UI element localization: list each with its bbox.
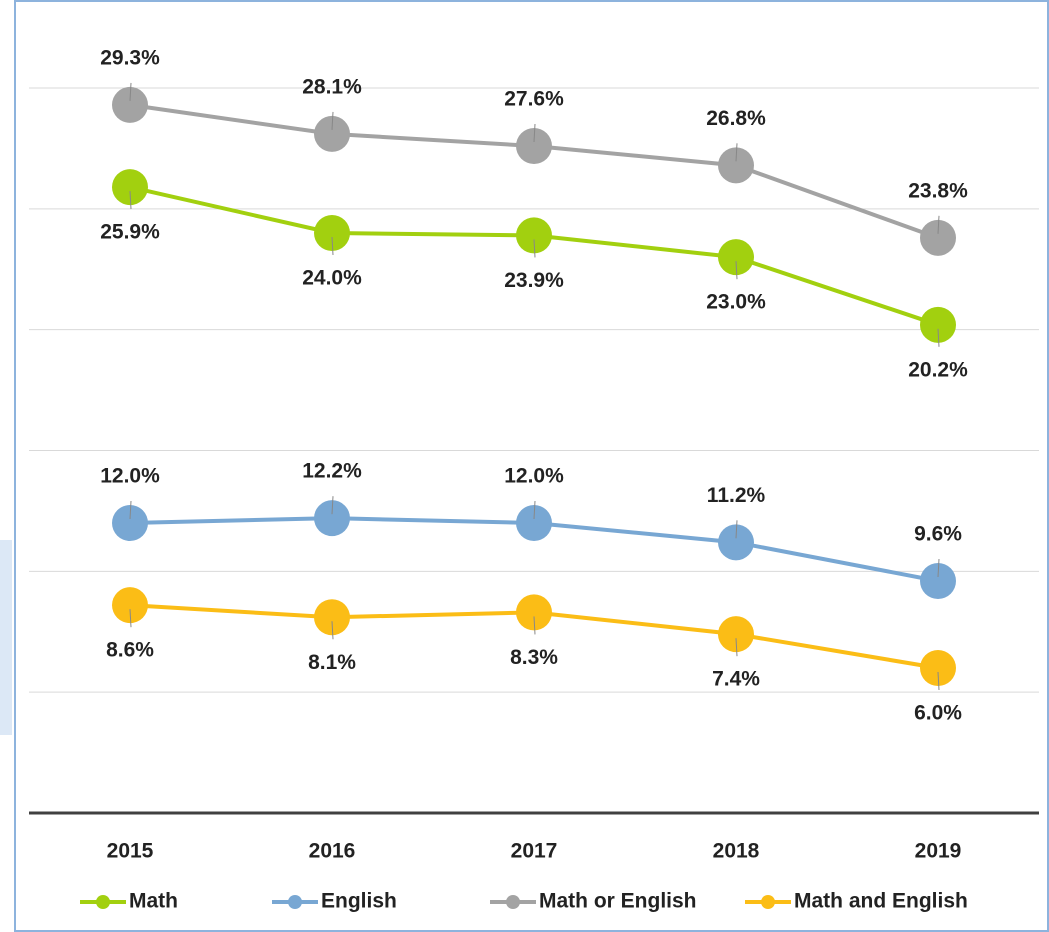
x-tick-label: 2016 — [309, 840, 356, 863]
legend-label: Math or English — [539, 890, 697, 913]
marker — [718, 147, 754, 184]
series-line — [129, 185, 939, 327]
x-tick-label: 2017 — [511, 840, 558, 863]
marker — [112, 505, 148, 541]
data-label: 25.9% — [100, 221, 160, 244]
data-label: 12.0% — [100, 465, 160, 488]
legend-marker — [96, 895, 110, 909]
leader-line — [331, 496, 334, 515]
data-label: 12.0% — [504, 465, 564, 488]
leader-line — [331, 111, 334, 130]
data-label: 20.2% — [908, 358, 968, 381]
data-label: 24.0% — [302, 267, 362, 290]
side-panel — [0, 540, 12, 735]
leader-line — [331, 621, 334, 640]
leader-line — [129, 500, 132, 520]
data-label: 8.1% — [308, 651, 356, 674]
data-label: 27.6% — [504, 88, 564, 111]
marker — [516, 128, 552, 164]
leader-line — [735, 143, 738, 162]
data-label: 29.3% — [100, 46, 160, 69]
leader-line — [937, 328, 940, 347]
marker — [516, 505, 552, 541]
marker — [718, 616, 754, 653]
x-tick-label: 2015 — [107, 840, 154, 863]
marker — [920, 650, 956, 686]
marker — [314, 599, 350, 636]
marker — [112, 86, 148, 123]
leader-line — [937, 558, 940, 578]
leader-line — [331, 236, 334, 256]
marker — [112, 169, 148, 206]
marker — [920, 219, 956, 256]
marker — [112, 587, 148, 624]
marker — [516, 594, 552, 631]
leader-line — [129, 191, 132, 210]
marker — [718, 239, 754, 276]
leader-line — [129, 82, 132, 101]
marker — [920, 563, 956, 599]
x-tick-label: 2019 — [915, 840, 962, 863]
data-label: 12.2% — [302, 460, 362, 483]
leader-line — [533, 239, 536, 258]
leader-line — [735, 520, 738, 539]
leader-line — [937, 215, 940, 234]
legend-marker — [288, 895, 302, 909]
leader-line — [735, 261, 738, 280]
legend-label: English — [321, 890, 397, 913]
leader-line — [533, 500, 536, 520]
legend-label: Math and English — [794, 890, 968, 913]
marker — [314, 500, 350, 537]
chart-frame — [14, 0, 1049, 932]
x-tick-label: 2018 — [713, 840, 760, 863]
marker — [314, 215, 350, 251]
leader-line — [129, 609, 132, 628]
leader-line — [533, 616, 536, 635]
data-label: 7.4% — [712, 668, 760, 691]
marker — [314, 115, 350, 152]
data-label: 11.2% — [707, 484, 766, 507]
legend-marker — [506, 895, 520, 909]
legend-label: Math — [129, 890, 178, 913]
data-label: 8.6% — [106, 639, 154, 662]
data-label: 23.9% — [504, 269, 564, 292]
data-label: 9.6% — [914, 523, 962, 546]
data-label: 6.0% — [914, 702, 962, 725]
leader-line — [735, 638, 738, 657]
leader-line — [533, 123, 536, 143]
legend-marker — [761, 895, 775, 909]
marker — [516, 217, 552, 254]
data-label: 23.0% — [706, 291, 766, 314]
marker — [920, 306, 956, 343]
leader-line — [937, 671, 940, 691]
data-label: 8.3% — [510, 646, 558, 669]
marker — [718, 524, 754, 561]
data-label: 23.8% — [908, 179, 968, 202]
data-label: 26.8% — [706, 107, 766, 130]
data-label: 28.1% — [302, 75, 362, 98]
